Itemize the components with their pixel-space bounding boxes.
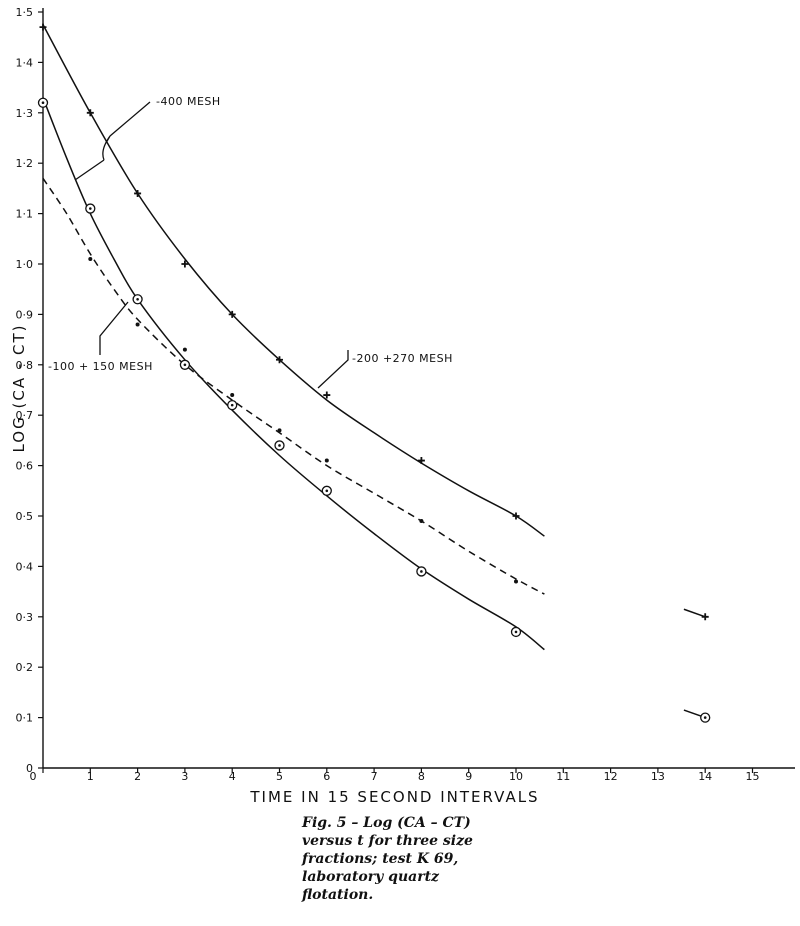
data-point (134, 189, 142, 197)
series-tail-1 (683, 608, 706, 618)
data-point-center (89, 207, 92, 210)
x-axis-title: TIME IN 15 SECOND INTERVALS (249, 788, 539, 806)
data-point (182, 347, 187, 352)
x-tick-label: 3 (181, 770, 188, 783)
data-point (181, 260, 189, 268)
annotation-200-270-mesh: -200 +270 MESH (317, 350, 453, 389)
y-tick-label: 0·3 (16, 611, 34, 624)
x-tick-label: 7 (371, 770, 378, 783)
x-tick-label: 10 (509, 770, 523, 783)
data-point-center (514, 630, 518, 634)
label-200-270-mesh: -200 +270 MESH (352, 352, 453, 365)
caption-line-5: flotation. (302, 887, 374, 903)
x-tick-label: 1 (87, 770, 94, 783)
y-tick-label: 1·5 (16, 6, 34, 19)
data-point (88, 256, 93, 261)
data-point (514, 579, 518, 584)
annotation-400-mesh: -400 MESH (74, 95, 221, 181)
y-tick-label: 0·9 (16, 308, 34, 321)
y-tick-label: 0·2 (16, 661, 34, 674)
annotation-100-150-mesh: -100 + 150 MESH (48, 301, 153, 373)
axes (42, 8, 795, 769)
x-tick-label: 11 (556, 770, 570, 783)
data-point (276, 356, 283, 364)
data-point (277, 428, 282, 433)
data-point (417, 457, 425, 465)
data-point-center (41, 101, 45, 105)
x-tick-label: 9 (465, 770, 472, 783)
y-tick-label: 0·7 (16, 409, 34, 422)
data-point-center (278, 444, 281, 447)
series-line-2 (42, 97, 545, 651)
data-point (39, 23, 47, 31)
y-tick-label: 0·5 (16, 510, 34, 523)
data-point (419, 519, 424, 524)
data-point-center (325, 489, 329, 493)
y-tick-label: 1·2 (16, 157, 34, 170)
x-tick-label: 14 (698, 770, 712, 783)
caption-line-4: laboratory quartz (302, 869, 439, 885)
series-markers (37, 23, 711, 723)
data-point (230, 393, 235, 398)
series-line-1 (42, 24, 545, 537)
y-axis-title: LOG (CA - CT) (10, 323, 28, 452)
data-point-center (183, 363, 187, 367)
data-point (135, 322, 140, 327)
data-point-center (230, 403, 234, 407)
data-point (228, 310, 236, 318)
y-tick-label: 1·1 (16, 208, 34, 221)
caption-line-1: Fig. 5 – Log (CA – CT) (302, 815, 471, 831)
y-tick-label: 0·1 (16, 712, 34, 725)
data-point (701, 613, 709, 621)
y-tick-label: 0·4 (16, 560, 34, 573)
figure-caption: Fig. 5 – Log (CA – CT) versus t for thre… (302, 814, 532, 904)
data-point (512, 512, 520, 520)
caption-line-2: versus t for three size (302, 833, 473, 849)
x-tick-label: 2 (134, 770, 141, 783)
y-tick-label: 0·8 (16, 359, 34, 372)
x-tick-label: 6 (323, 770, 330, 783)
leader-200-270-mesh (317, 350, 349, 389)
data-point (324, 458, 329, 463)
data-point (323, 391, 331, 399)
x-ticks: 0 1 2 3 4 5 6 7 8 9 10 11 12 13 14 15 (30, 768, 760, 783)
x-tick-label: 12 (604, 770, 618, 783)
caption-line-3: fractions; test K 69, (302, 851, 459, 867)
series-line-3 (42, 177, 545, 595)
data-point-center (136, 297, 139, 301)
y-tick-label: 0 (26, 762, 33, 775)
y-ticks: 0 0·1 0·2 0·3 0·4 0·5 0·6 0·7 0·8 0·9 1·0 1·1 1·2 1·3… (16, 6, 43, 775)
data-point-center (703, 716, 707, 719)
data-point-center (420, 570, 423, 573)
leader-400-mesh (74, 101, 151, 181)
label-100-150-mesh: -100 + 150 MESH (48, 360, 153, 373)
x-tick-label: 13 (651, 770, 665, 783)
data-point (86, 109, 94, 117)
y-tick-label: 1·4 (16, 56, 34, 69)
leader-100-150-mesh (99, 301, 129, 355)
y-tick-label: 1·0 (16, 258, 34, 271)
x-tick-label: 0 (30, 770, 37, 783)
label-400-mesh: -400 MESH (156, 95, 221, 108)
x-tick-label: 5 (276, 770, 283, 783)
x-tick-label: 15 (746, 770, 760, 783)
x-tick-label: 8 (418, 770, 425, 783)
y-tick-label: 1·3 (16, 107, 34, 120)
x-tick-label: 4 (229, 770, 236, 783)
y-tick-label: 0·6 (16, 460, 34, 473)
